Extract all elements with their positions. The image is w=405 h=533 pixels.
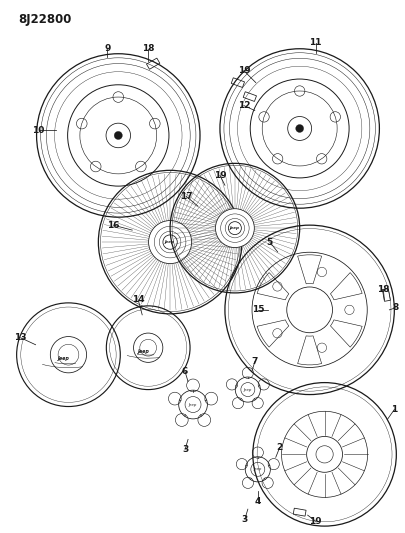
Text: 11: 11 [309,38,321,47]
Text: 7: 7 [251,357,257,366]
Text: Jeep: Jeep [253,467,261,471]
Text: 15: 15 [251,305,263,314]
Text: 6: 6 [181,367,188,376]
Text: Jeep: Jeep [229,226,239,230]
Text: 19: 19 [309,516,321,526]
Text: Jeep: Jeep [243,387,252,392]
Text: 5: 5 [266,238,272,247]
Text: Jeep: Jeep [165,240,175,244]
Text: 16: 16 [107,221,119,230]
Text: 19: 19 [237,66,249,75]
Text: Jeep: Jeep [138,349,149,353]
Circle shape [148,221,191,264]
Text: 1: 1 [390,405,396,414]
Circle shape [295,125,303,133]
Circle shape [215,209,254,247]
Circle shape [162,235,177,249]
Text: 8J22800: 8J22800 [19,13,72,26]
Text: 19: 19 [213,171,226,180]
Text: 18: 18 [376,285,389,294]
Text: 18: 18 [142,44,154,53]
Text: 17: 17 [179,192,192,201]
Text: 12: 12 [237,101,249,110]
Text: 2: 2 [276,443,282,452]
Text: 4: 4 [254,497,260,506]
Text: 14: 14 [132,295,144,304]
Text: 8: 8 [391,303,397,312]
Text: 3: 3 [181,445,188,454]
Text: 3: 3 [241,515,247,523]
Text: 10: 10 [32,126,45,135]
Circle shape [114,131,122,140]
Text: Jeep: Jeep [188,402,197,407]
Text: Jeep: Jeep [57,357,69,361]
Text: 13: 13 [14,333,27,342]
Circle shape [228,222,241,235]
Text: 9: 9 [104,44,110,53]
